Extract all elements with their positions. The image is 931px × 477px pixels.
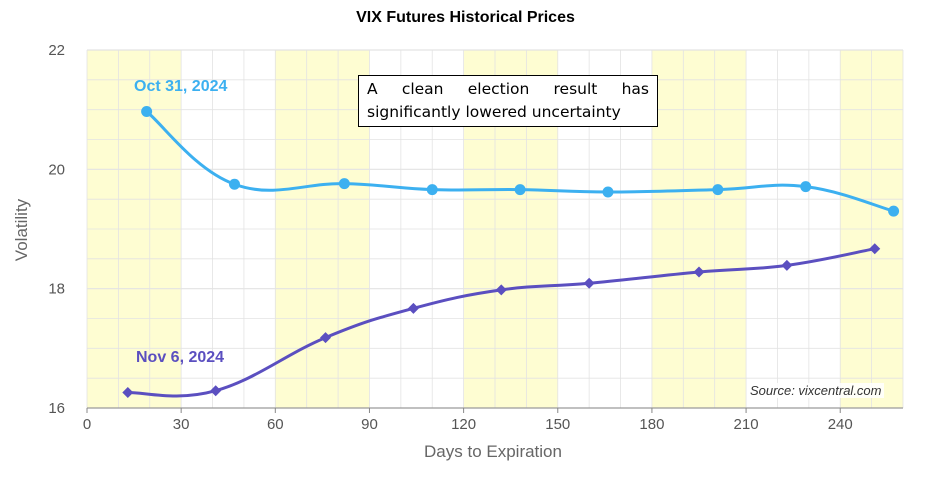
data-point [426, 184, 438, 196]
x-tick-label: 120 [451, 416, 476, 433]
source-credit: Source: vixcentral.com [748, 383, 884, 398]
data-point [407, 302, 419, 314]
grid-lines [86, 49, 904, 409]
data-point [210, 385, 222, 397]
data-point [495, 284, 507, 296]
annotation-box: A clean election result has significantl… [358, 75, 658, 127]
series-oct-31 [141, 105, 900, 217]
y-tick-label: 16 [48, 400, 65, 417]
data-point [338, 178, 350, 190]
data-point [693, 266, 705, 278]
data-point [888, 205, 900, 217]
data-point [602, 186, 614, 198]
series-label-nov-6: Nov 6, 2024 [136, 349, 224, 366]
y-tick-label: 22 [48, 42, 65, 59]
series-label-oct-31: Oct 31, 2024 [134, 78, 228, 95]
chart-title: VIX Futures Historical Prices [356, 9, 575, 26]
x-axis-label: Days to Expiration [424, 442, 562, 461]
data-point [514, 184, 526, 196]
x-tick-label: 0 [83, 416, 91, 433]
x-tick-label: 90 [361, 416, 378, 433]
data-point [869, 243, 881, 255]
x-tick-label: 180 [639, 416, 664, 433]
data-point [141, 105, 153, 117]
data-point [320, 332, 332, 344]
data-point [122, 386, 134, 398]
y-tick-label: 20 [48, 161, 65, 178]
series-nov-6 [122, 243, 881, 398]
data-point [781, 259, 793, 271]
x-tick-label: 210 [734, 416, 759, 433]
x-tick-label: 60 [267, 416, 284, 433]
data-point [583, 277, 595, 289]
data-point [229, 178, 241, 190]
series-layer [122, 105, 900, 398]
x-tick-label: 240 [828, 416, 853, 433]
data-point [712, 184, 724, 196]
axes: 0 30 60 90 120 150 180 210 240 16 18 20 22 [48, 42, 903, 433]
data-point [800, 181, 812, 193]
x-tick-label: 150 [545, 416, 570, 433]
x-tick-label: 30 [173, 416, 190, 433]
y-tick-label: 18 [48, 281, 65, 298]
y-axis-label: Volatility [12, 198, 31, 261]
